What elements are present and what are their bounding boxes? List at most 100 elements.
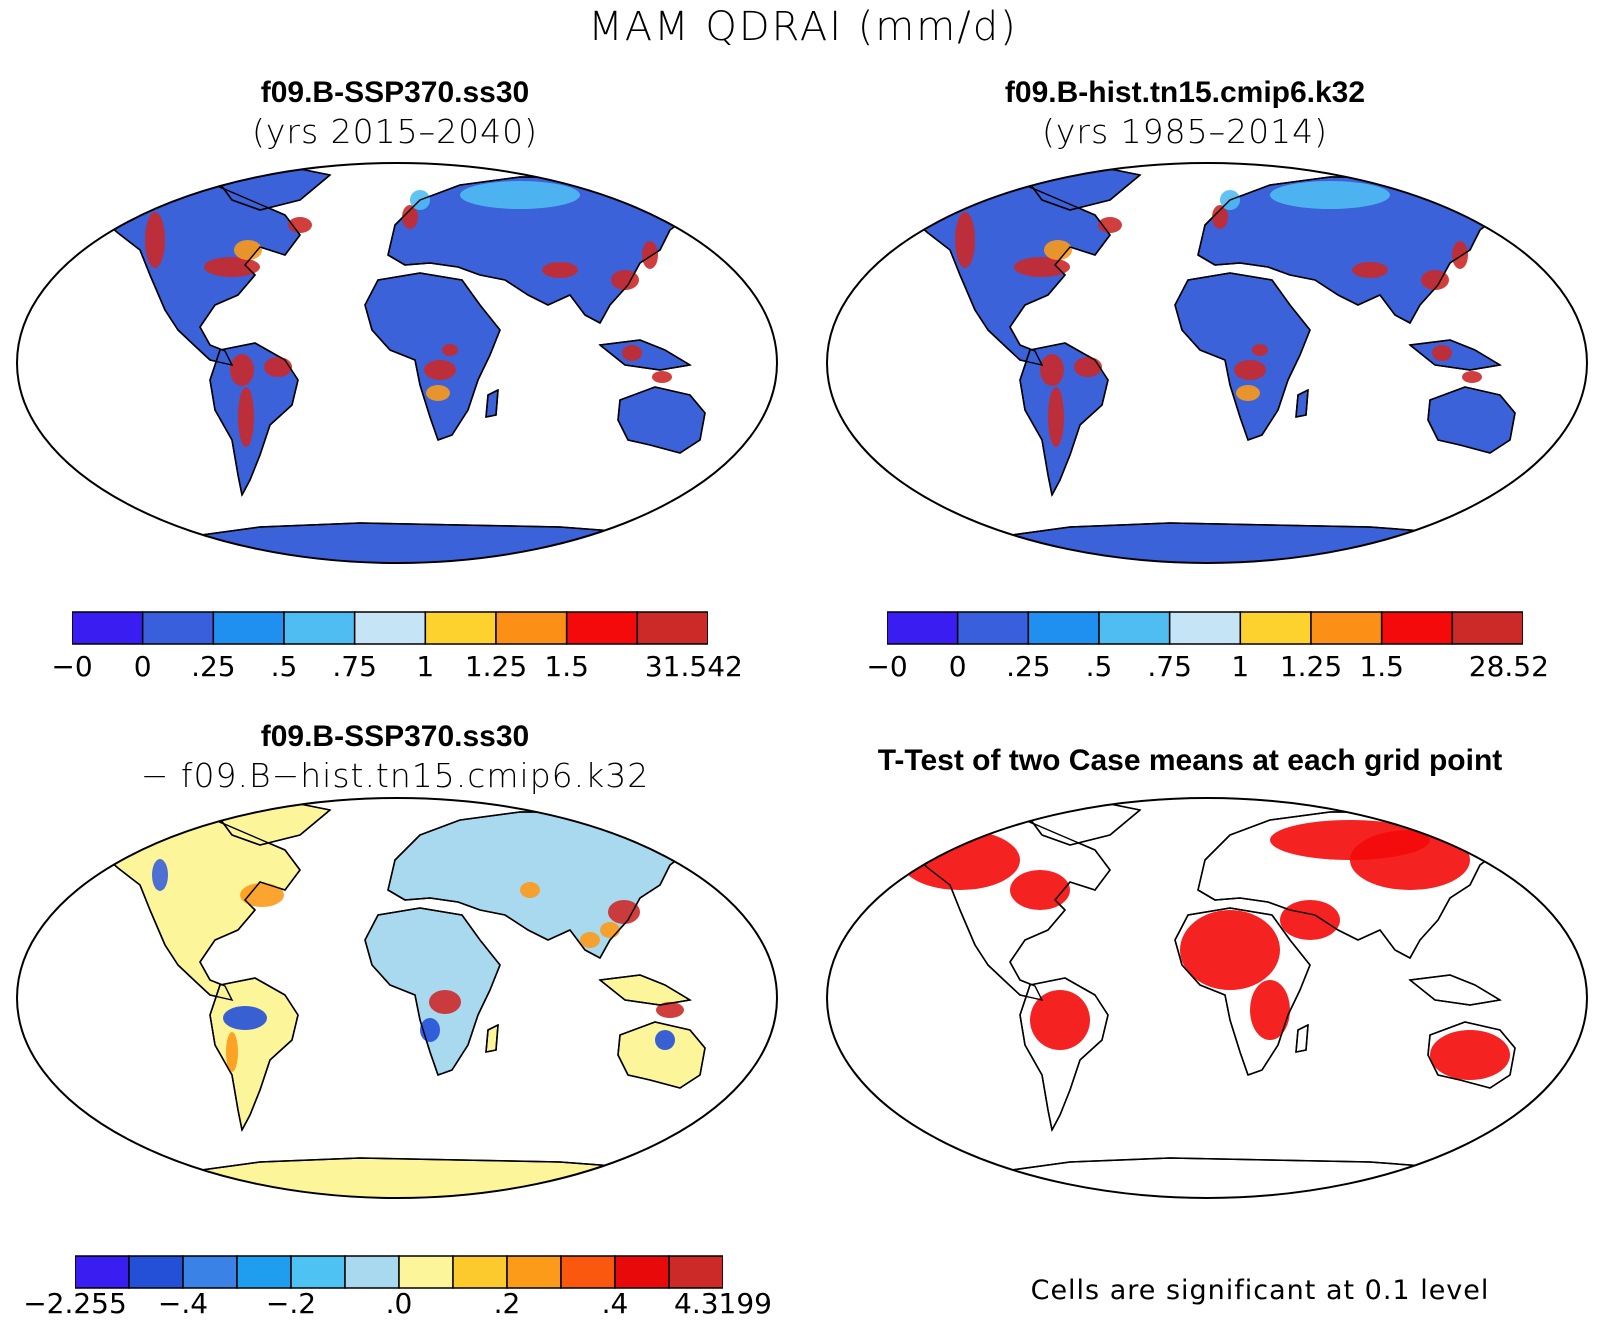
colorbar-swatch bbox=[560, 1255, 616, 1289]
colorbar-label: −.4 bbox=[157, 1287, 209, 1320]
colorbar-swatch bbox=[398, 1255, 454, 1289]
colorbar-label: .25 bbox=[1006, 650, 1051, 683]
colorbar-label: .75 bbox=[1147, 650, 1192, 683]
colorbar-hist-labels: −0 0 .25 .5 .75 1 1.25 1.5 28.52 bbox=[866, 650, 1549, 686]
colorbar-swatch bbox=[668, 1255, 723, 1289]
map-hist bbox=[826, 162, 1588, 564]
colorbar-difference-labels: −2.255 −.4 −.2 .0 .2 .4 4.3199 bbox=[23, 1287, 772, 1323]
colorbar-label: 1 bbox=[416, 650, 435, 683]
colorbar-swatch bbox=[236, 1255, 292, 1289]
runoff-patch bbox=[542, 262, 578, 278]
runoff-patch bbox=[1270, 181, 1390, 209]
runoff-patch bbox=[1048, 387, 1064, 447]
runoff-patch bbox=[424, 360, 456, 380]
runoff-patch bbox=[238, 387, 254, 447]
colorbar-label: 4.3199 bbox=[674, 1287, 772, 1320]
colorbar-label: −0 bbox=[866, 650, 908, 683]
colorbar-swatch bbox=[1380, 611, 1454, 645]
runoff-patch bbox=[288, 217, 312, 233]
colorbar-label: 1.5 bbox=[1359, 650, 1404, 683]
runoff-patch bbox=[1234, 360, 1266, 380]
colorbar-ssp370 bbox=[72, 611, 708, 645]
figure-title: MAM QDRAI (mm/d) bbox=[588, 4, 1018, 50]
runoff-patch bbox=[1010, 870, 1070, 910]
colorbar-difference bbox=[75, 1255, 723, 1289]
runoff-patch bbox=[1452, 241, 1468, 269]
runoff-patch bbox=[264, 357, 292, 377]
colorbar-swatch bbox=[290, 1255, 346, 1289]
runoff-patch bbox=[656, 1002, 684, 1018]
colorbar-swatch bbox=[614, 1255, 670, 1289]
runoff-patch bbox=[1421, 270, 1449, 290]
colorbar-swatch bbox=[495, 611, 568, 645]
colorbar-label: .2 bbox=[493, 1287, 521, 1320]
runoff-patch bbox=[234, 240, 262, 260]
colorbar-label: .25 bbox=[191, 650, 236, 683]
colorbar-label: .5 bbox=[270, 650, 298, 683]
runoff-patch bbox=[1212, 205, 1228, 229]
colorbar-swatch bbox=[353, 611, 427, 645]
runoff-patch bbox=[1250, 980, 1290, 1040]
colorbar-swatch bbox=[1310, 611, 1383, 645]
runoff-patch bbox=[223, 1006, 267, 1030]
runoff-patch bbox=[622, 345, 642, 361]
significance-note: Cells are significant at 0.1 level bbox=[1030, 1275, 1490, 1306]
runoff-patch bbox=[1074, 357, 1102, 377]
colorbar-swatch bbox=[1239, 611, 1312, 645]
colorbar-label: 1.25 bbox=[464, 650, 528, 683]
panel-tl-subtitle: (yrs 2015–2040) bbox=[252, 112, 538, 151]
colorbar-label: 1.5 bbox=[544, 650, 589, 683]
runoff-patch bbox=[1014, 257, 1070, 277]
runoff-patch bbox=[402, 205, 418, 229]
runoff-patch bbox=[226, 1032, 238, 1072]
runoff-patch bbox=[429, 990, 461, 1014]
colorbar-label: 1 bbox=[1231, 650, 1250, 683]
runoff-patch bbox=[442, 344, 458, 356]
colorbar-swatch bbox=[75, 1255, 130, 1289]
runoff-patch bbox=[520, 882, 540, 898]
runoff-patch bbox=[230, 354, 254, 386]
runoff-patch bbox=[580, 932, 600, 948]
runoff-patch bbox=[1030, 990, 1090, 1050]
runoff-patch bbox=[1040, 354, 1064, 386]
panel-tr-title: f09.B-hist.tn15.cmip6.k32 bbox=[1004, 76, 1366, 109]
panel-bl-title: f09.B-SSP370.ss30 bbox=[260, 720, 530, 753]
colorbar-label: .0 bbox=[385, 1287, 413, 1320]
runoff-patch bbox=[652, 371, 672, 383]
runoff-patch bbox=[1462, 371, 1482, 383]
runoff-patch bbox=[655, 1030, 675, 1050]
runoff-patch bbox=[1280, 900, 1340, 940]
colorbar-swatch bbox=[1451, 611, 1523, 645]
colorbar-swatch bbox=[128, 1255, 184, 1289]
map-ssp370 bbox=[16, 162, 778, 564]
colorbar-swatch bbox=[1098, 611, 1171, 645]
runoff-patch bbox=[600, 922, 620, 938]
colorbar-label: −.2 bbox=[265, 1287, 317, 1320]
runoff-patch bbox=[1180, 910, 1280, 990]
runoff-patch bbox=[955, 212, 975, 268]
colorbar-swatch bbox=[636, 611, 708, 645]
colorbar-swatch bbox=[1027, 611, 1100, 645]
colorbar-ssp370-labels: −0 0 .25 .5 .75 1 1.25 1.5 31.542 bbox=[51, 650, 742, 686]
colorbar-swatch bbox=[506, 1255, 562, 1289]
colorbar-label: 0 bbox=[133, 650, 152, 683]
runoff-patch bbox=[642, 241, 658, 269]
runoff-patch bbox=[1098, 217, 1122, 233]
colorbar-label: .5 bbox=[1085, 650, 1113, 683]
runoff-patch bbox=[1252, 344, 1268, 356]
map-difference bbox=[16, 797, 778, 1199]
runoff-patch bbox=[204, 257, 260, 277]
panel-bl-subtitle: − f09.B−hist.tn15.cmip6.k32 bbox=[140, 756, 650, 795]
runoff-patch bbox=[460, 181, 580, 209]
colorbar-swatch bbox=[452, 1255, 508, 1289]
panel-tl-title: f09.B-SSP370.ss30 bbox=[260, 76, 530, 109]
runoff-patch bbox=[145, 212, 165, 268]
colorbar-swatch bbox=[1168, 611, 1242, 645]
colorbar-swatch bbox=[344, 1255, 400, 1289]
panel-tr-subtitle: (yrs 1985–2014) bbox=[1042, 112, 1328, 151]
runoff-patch bbox=[1044, 240, 1072, 260]
colorbar-hist bbox=[887, 611, 1523, 645]
runoff-patch bbox=[1236, 385, 1260, 401]
runoff-patch bbox=[611, 270, 639, 290]
colorbar-swatch bbox=[72, 611, 144, 645]
